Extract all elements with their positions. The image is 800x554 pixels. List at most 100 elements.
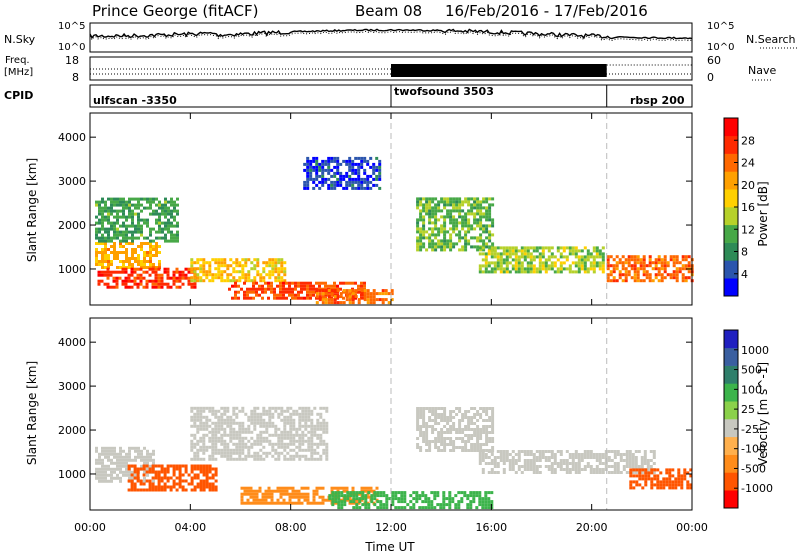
range-cell <box>136 276 140 280</box>
range-cell <box>606 273 610 277</box>
date-range: 16/Feb/2016 - 17/Feb/2016 <box>445 2 648 20</box>
range-cell <box>116 455 119 459</box>
range-cell <box>342 177 346 181</box>
range-cell <box>440 224 444 228</box>
range-cell <box>526 450 530 453</box>
range-cell <box>342 301 346 305</box>
range-cell <box>151 279 155 283</box>
range-cell <box>321 177 325 181</box>
range-cell <box>586 270 590 274</box>
range-cell <box>101 470 104 474</box>
range-cell <box>157 473 161 477</box>
range-cell <box>232 276 236 280</box>
range-cell <box>100 273 104 277</box>
range-cell <box>538 246 542 250</box>
range-cell <box>98 206 101 210</box>
range-cell <box>376 506 380 510</box>
range-cell <box>187 473 191 477</box>
range-cell <box>424 497 428 501</box>
range-cell <box>628 459 632 462</box>
range-cell <box>298 442 302 446</box>
colorbar-tick-label: 12 <box>741 223 755 236</box>
range-cell <box>223 448 227 452</box>
colorbar-tick-label: -100 <box>741 443 766 456</box>
range-cell <box>253 421 257 425</box>
range-cell <box>565 450 569 453</box>
range-cell <box>431 419 435 422</box>
range-cell <box>161 212 164 216</box>
range-cell <box>369 489 373 493</box>
range-cell <box>223 412 227 416</box>
range-cell <box>220 427 224 431</box>
range-cell <box>149 251 152 254</box>
range-cell <box>440 227 444 231</box>
range-cell <box>479 224 483 228</box>
range-cell <box>315 295 319 299</box>
range-cell <box>416 407 420 410</box>
range-cell <box>580 258 584 262</box>
x-tick-label: 08:00 <box>275 521 307 534</box>
range-cell <box>482 428 486 431</box>
range-cell <box>366 289 370 293</box>
range-cell <box>318 298 322 302</box>
range-cell <box>452 410 456 413</box>
range-cell <box>241 445 245 449</box>
range-cell <box>437 218 441 222</box>
range-cell <box>502 453 506 456</box>
range-cell <box>217 448 221 452</box>
range-cell <box>448 491 452 495</box>
range-cell <box>544 246 548 250</box>
range-cell <box>252 501 256 505</box>
range-cell <box>223 421 227 425</box>
range-cell <box>178 482 182 486</box>
range-cell <box>505 255 509 259</box>
range-cell <box>134 251 137 254</box>
range-cell <box>532 264 536 268</box>
range-cell <box>348 183 352 187</box>
range-cell <box>378 177 382 181</box>
range-cell <box>640 462 644 465</box>
range-cell <box>255 489 259 493</box>
range-cell <box>612 264 616 268</box>
range-cell <box>336 156 340 160</box>
range-cell <box>101 260 104 263</box>
range-cell <box>110 203 113 207</box>
range-cell <box>133 470 137 474</box>
range-cell <box>488 245 492 249</box>
range-cell <box>666 264 670 268</box>
range-cell <box>131 221 134 225</box>
range-cell <box>101 206 104 210</box>
range-cell <box>110 206 113 210</box>
range-cell <box>514 249 518 253</box>
range-cell <box>107 455 110 459</box>
range-cell <box>196 267 200 271</box>
range-cell <box>292 436 296 440</box>
range-cell <box>446 212 450 216</box>
range-cell <box>595 246 599 250</box>
range-cell <box>258 489 262 493</box>
range-cell <box>339 180 343 184</box>
range-cell <box>665 477 669 481</box>
range-cell <box>460 500 464 504</box>
range-cell <box>449 203 453 207</box>
range-cell <box>595 453 599 456</box>
range-cell <box>514 255 518 259</box>
range-cell <box>520 255 524 259</box>
range-cell <box>333 165 337 169</box>
range-cell <box>205 464 209 468</box>
range-cell <box>345 281 348 285</box>
range-cell <box>315 301 319 305</box>
range-cell <box>434 233 438 237</box>
range-cell <box>151 270 155 274</box>
range-cell <box>98 242 101 245</box>
range-cell <box>184 479 188 483</box>
range-cell <box>139 467 143 471</box>
range-cell <box>319 442 323 446</box>
range-cell <box>235 264 239 268</box>
range-cell <box>499 450 503 453</box>
range-cell <box>157 482 161 486</box>
range-cell <box>642 258 646 262</box>
range-cell <box>508 246 512 250</box>
range-cell <box>586 450 590 453</box>
range-cell <box>262 436 266 440</box>
